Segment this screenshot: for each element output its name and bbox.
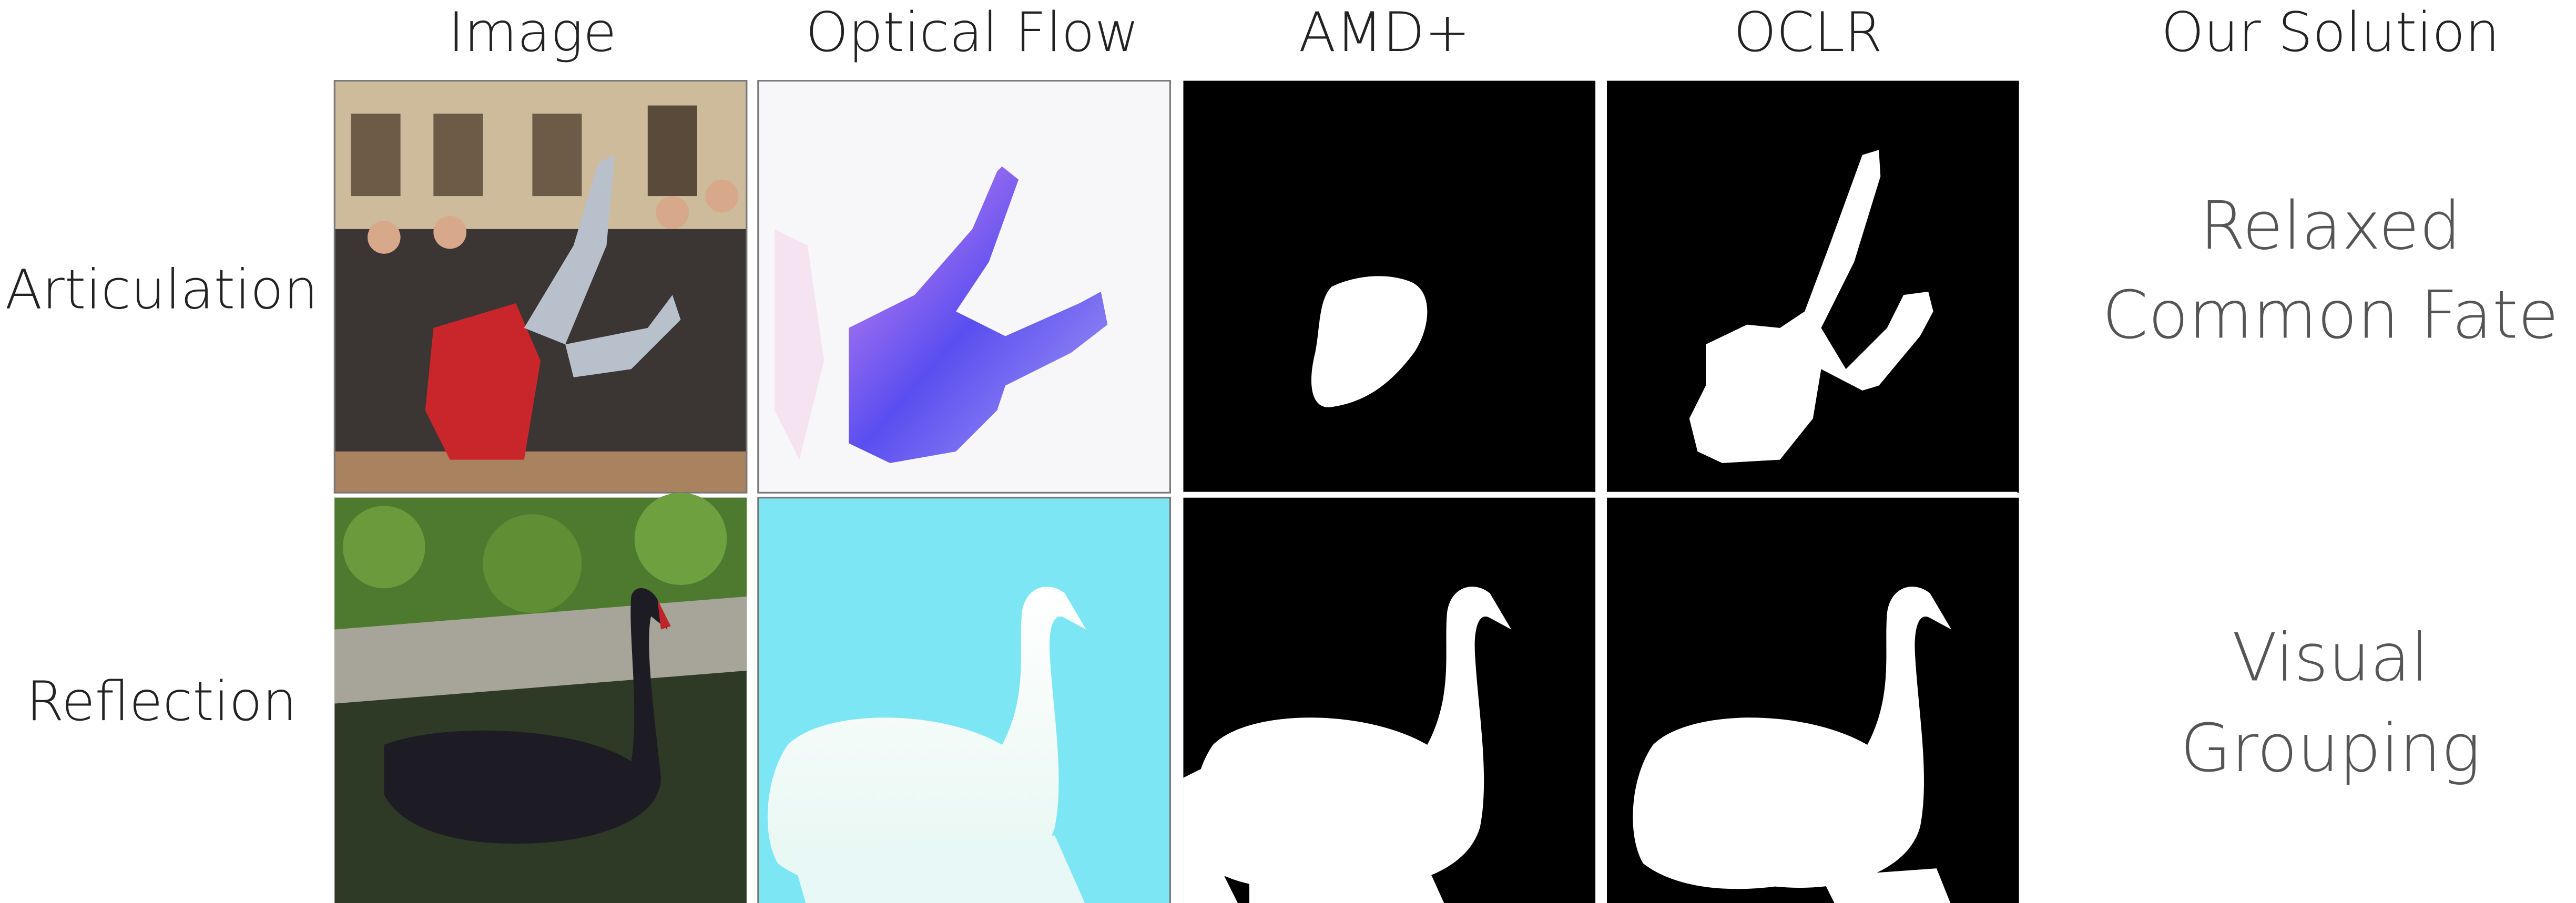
column-header: OCLR [1734, 1, 1882, 64]
window [433, 114, 483, 196]
column-header: Image [448, 1, 616, 64]
row-label: Articulation [5, 258, 318, 321]
window [648, 106, 697, 196]
column-header: Optical Flow [806, 1, 1139, 64]
leaves [635, 492, 727, 585]
solution-text: Relaxed [2200, 188, 2461, 264]
dancer-body [425, 303, 541, 460]
solution-text: Grouping [2180, 710, 2480, 787]
floor [334, 452, 747, 492]
flow-swan [758, 498, 1170, 903]
mask-oclr-reflection [1607, 498, 2019, 903]
row-label: Reflection [26, 670, 297, 733]
window [351, 114, 401, 196]
leaves [343, 506, 425, 588]
mask-amd-reflection [1183, 498, 1595, 903]
leaves [483, 514, 582, 613]
mask-amd-articulation [1183, 81, 1595, 493]
head [368, 221, 401, 254]
mask-oclr-articulation [1607, 81, 2019, 493]
mask-background [1607, 81, 2019, 493]
column-header: AMD+ [1299, 1, 1470, 64]
photo-dancer [334, 81, 747, 493]
mask-reflection [1249, 874, 1447, 903]
solution-text: Common Fate [2102, 276, 2559, 353]
window [532, 114, 582, 196]
column-header: Our Solution [2161, 1, 2500, 64]
solution-text: Visual [2232, 620, 2429, 696]
crowd [334, 229, 747, 460]
flow-dancer [758, 81, 1170, 493]
head [433, 216, 466, 249]
head [706, 180, 739, 213]
photo-swan [334, 492, 747, 903]
figure: Image Optical Flow AMD+ OCLR Our Solutio… [0, 0, 2576, 903]
head [656, 196, 689, 229]
page: {"columns": ["Image", "Optical Flow", "A… [0, 0, 2576, 903]
